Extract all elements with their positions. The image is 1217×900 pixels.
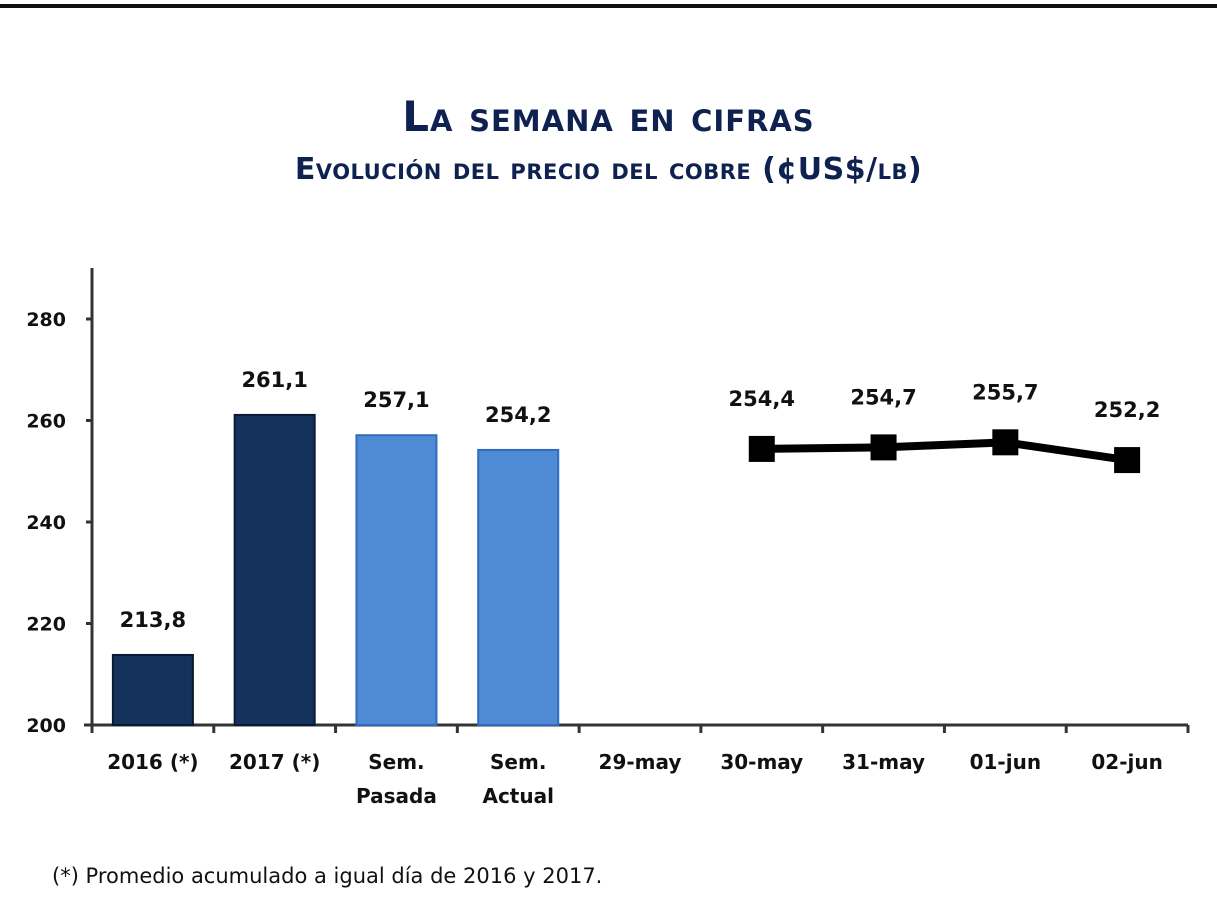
y-tick-label: 240 — [26, 512, 66, 534]
data-label: 261,1 — [241, 368, 307, 392]
data-label: 257,1 — [363, 388, 429, 412]
data-label: 254,4 — [729, 387, 795, 411]
x-tick-label: Sem. — [490, 750, 546, 774]
line-marker — [870, 434, 897, 461]
x-tick-label: Sem. — [368, 750, 424, 774]
x-tick-label: 02-jun — [1091, 750, 1162, 774]
x-tick-label: 2016 (*) — [107, 750, 198, 774]
data-label: 252,2 — [1094, 398, 1160, 422]
y-tick-label: 280 — [26, 309, 66, 331]
y-tick-label: 200 — [26, 715, 66, 737]
bar — [355, 434, 438, 726]
top-rule — [0, 4, 1217, 8]
bar — [477, 448, 560, 726]
line-marker — [992, 429, 1019, 456]
footnote: (*) Promedio acumulado a igual día de 20… — [52, 864, 603, 888]
x-tick-label: 29-may — [599, 750, 682, 774]
data-label: 254,7 — [850, 385, 916, 409]
y-tick-label: 220 — [26, 614, 66, 636]
x-tick-label: Pasada — [356, 784, 437, 808]
data-label: 255,7 — [972, 380, 1038, 404]
x-tick-label: 31-may — [842, 750, 925, 774]
chart-title: La semana en cifras — [402, 92, 815, 141]
line-marker — [748, 435, 775, 462]
data-label: 213,8 — [120, 608, 186, 632]
line-series — [761, 438, 1128, 465]
bar — [111, 653, 194, 727]
x-tick-label: 01-jun — [970, 750, 1041, 774]
x-tick-label: 2017 (*) — [229, 750, 320, 774]
x-tick-label: Actual — [482, 784, 553, 808]
data-label: 254,2 — [485, 403, 551, 427]
bar — [233, 413, 316, 726]
x-tick-label: 30-may — [720, 750, 803, 774]
line-marker — [1114, 447, 1141, 474]
y-tick-label: 260 — [26, 411, 66, 433]
chart-subtitle: Evolución del precio del cobre (¢US$/lb) — [294, 152, 923, 187]
